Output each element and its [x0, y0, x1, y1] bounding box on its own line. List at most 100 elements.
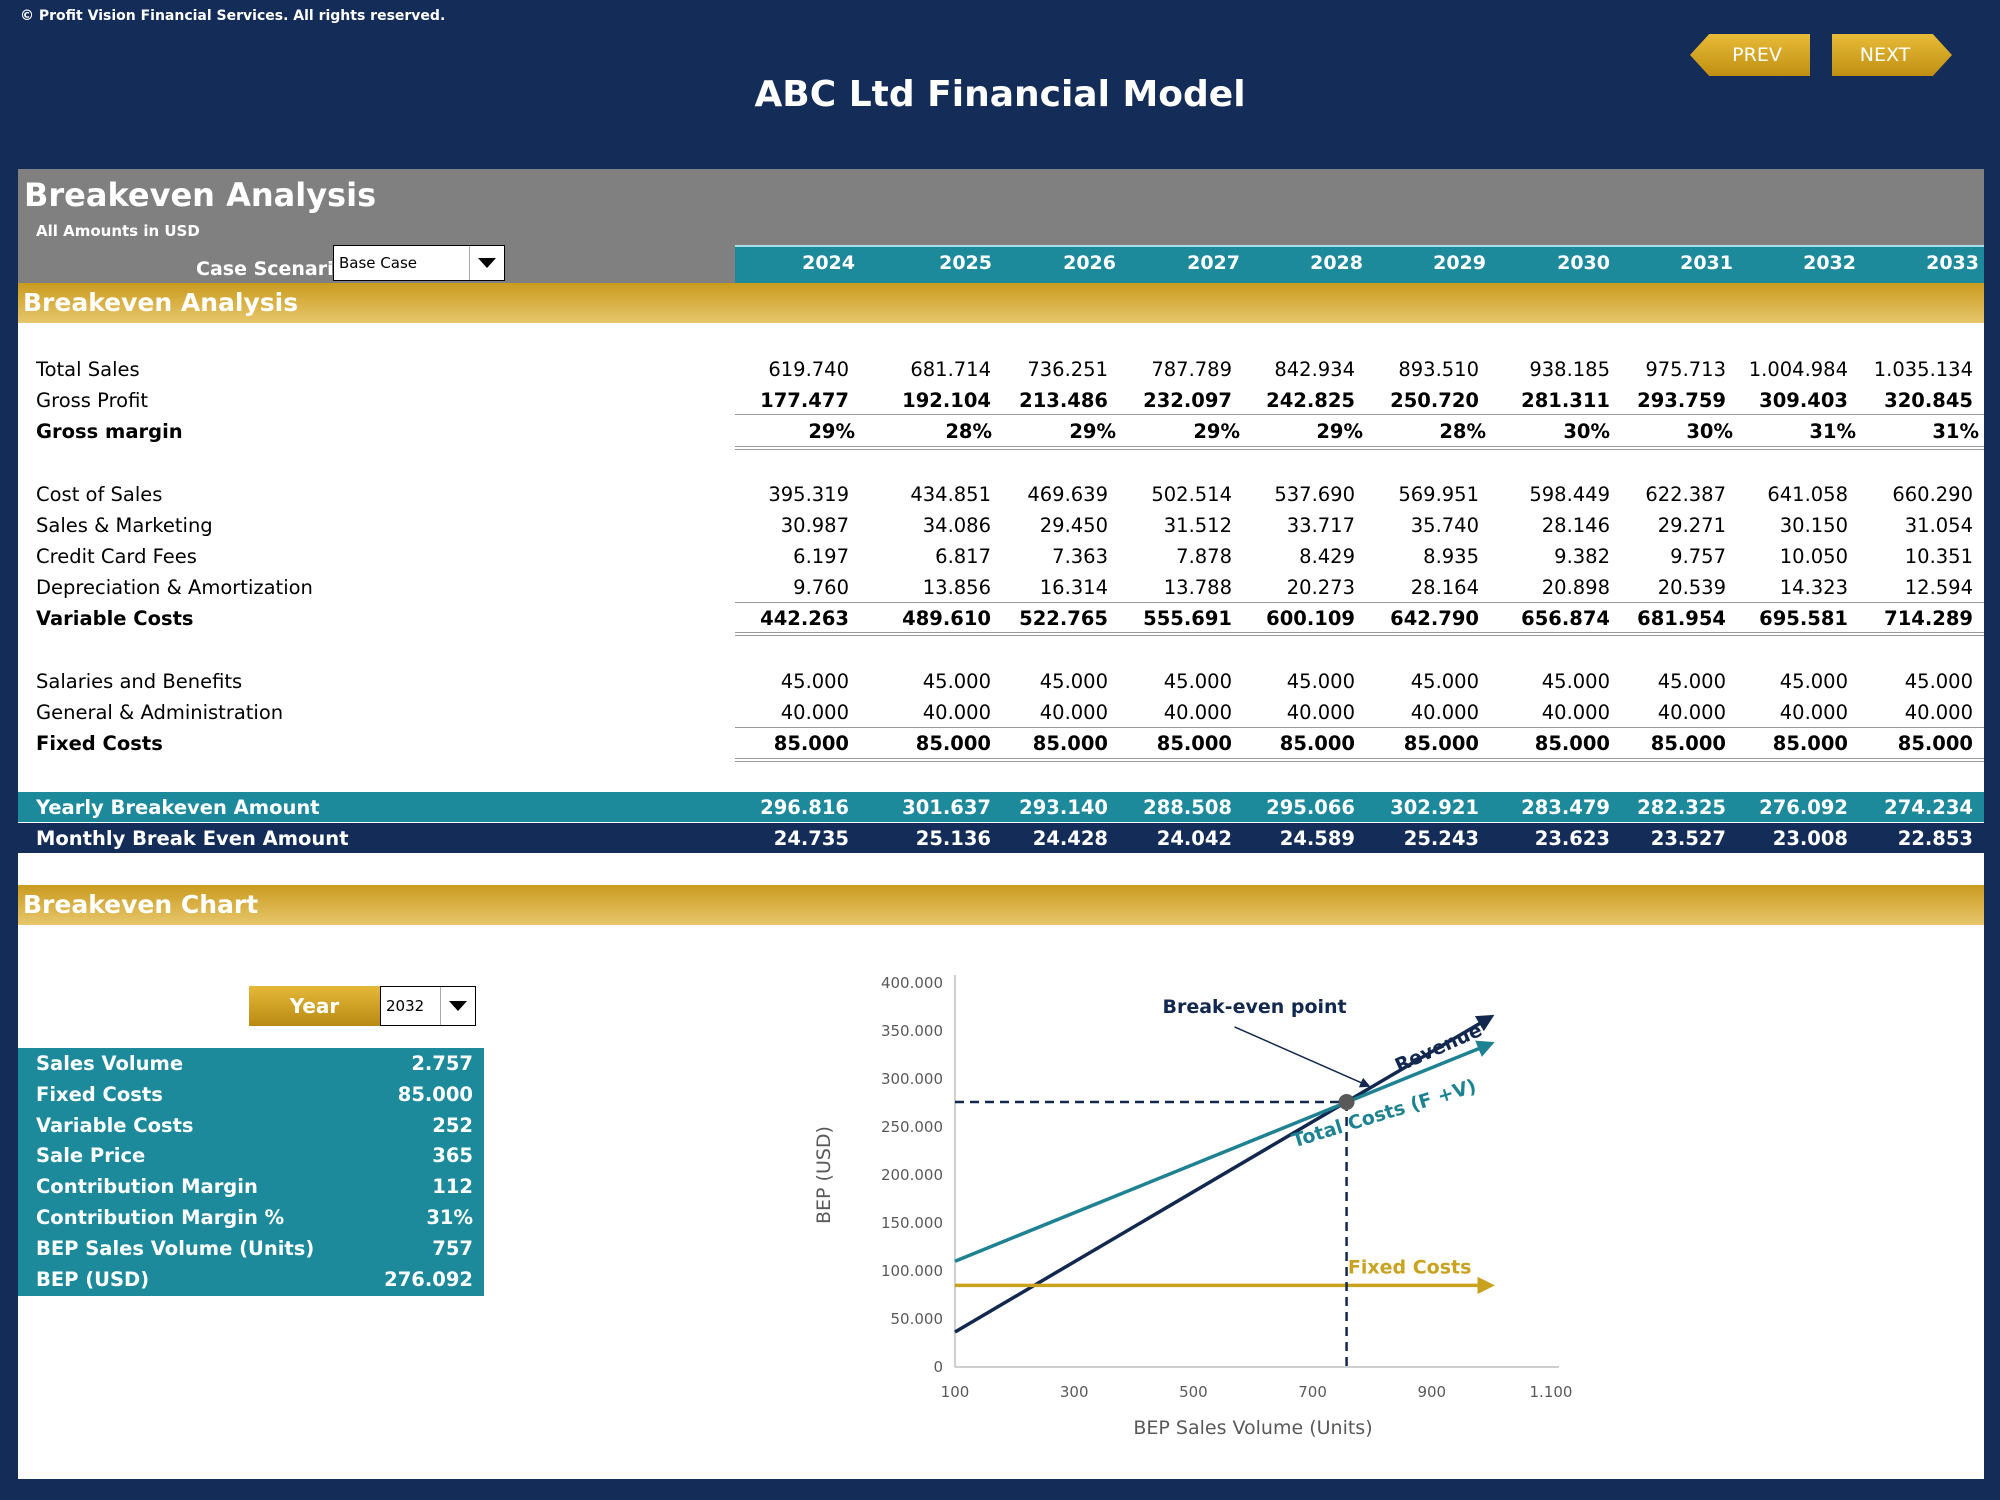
- row-divider: [735, 632, 1984, 636]
- cell-yearly_breakeven: 274.234: [1884, 796, 1973, 819]
- cell-general_admin: 40.000: [1039, 701, 1108, 724]
- summary-value: 365: [432, 1144, 473, 1168]
- cell-credit_card_fees: 7.363: [1052, 545, 1108, 568]
- cell-variable_costs: 642.790: [1390, 607, 1479, 630]
- y-tick-label: 200.000: [881, 1166, 943, 1184]
- cell-total_sales: 681.714: [910, 358, 991, 381]
- cell-total_sales: 1.004.984: [1748, 358, 1848, 381]
- cell-depreciation: 13.856: [922, 576, 991, 599]
- case-scenario-dropdown[interactable]: Base Case: [333, 245, 505, 281]
- annotation-arrow: [1234, 1026, 1371, 1088]
- cell-yearly_breakeven: 302.921: [1390, 796, 1479, 819]
- row-label-total_sales: Total Sales: [36, 358, 140, 381]
- cell-variable_costs: 656.874: [1521, 607, 1610, 630]
- cell-gross_profit: 192.104: [902, 389, 991, 412]
- cell-fixed_costs: 85.000: [915, 732, 991, 755]
- cell-depreciation: 20.273: [1286, 576, 1355, 599]
- cell-gross_profit: 250.720: [1390, 389, 1479, 412]
- cell-variable_costs: 600.109: [1266, 607, 1355, 630]
- cell-monthly_breakeven: 23.527: [1650, 827, 1726, 850]
- cell-variable_costs: 522.765: [1019, 607, 1108, 630]
- cell-credit_card_fees: 6.817: [935, 545, 991, 568]
- cell-depreciation: 13.788: [1163, 576, 1232, 599]
- cell-gross_margin: 31%: [1932, 420, 1979, 443]
- cell-variable_costs: 714.289: [1884, 607, 1973, 630]
- cell-variable_costs: 681.954: [1637, 607, 1726, 630]
- summary-value: 252: [432, 1113, 473, 1137]
- year-selector-label: Year: [249, 986, 380, 1026]
- cell-cost_of_sales: 598.449: [1529, 483, 1610, 506]
- cell-total_sales: 842.934: [1274, 358, 1355, 381]
- summary-value: 757: [432, 1236, 473, 1260]
- year-header-2026: 2026: [1063, 252, 1116, 274]
- cell-gross_margin: 28%: [1439, 420, 1486, 443]
- row-divider: [735, 414, 1984, 415]
- cell-cost_of_sales: 641.058: [1767, 483, 1848, 506]
- cell-total_sales: 975.713: [1645, 358, 1726, 381]
- year-header-2032: 2032: [1803, 252, 1856, 274]
- cell-gross_margin: 29%: [1069, 420, 1116, 443]
- cell-depreciation: 9.760: [793, 576, 849, 599]
- cell-general_admin: 40.000: [780, 701, 849, 724]
- summary-value: 276.092: [384, 1267, 473, 1291]
- cell-monthly_breakeven: 24.589: [1279, 827, 1355, 850]
- section-header-chart: Breakeven Chart: [18, 885, 1984, 925]
- cell-monthly_breakeven: 25.136: [915, 827, 991, 850]
- cell-sales_marketing: 29.450: [1039, 514, 1108, 537]
- cell-sales_marketing: 29.271: [1657, 514, 1726, 537]
- x-tick-label: 1.100: [1530, 1383, 1573, 1401]
- cell-general_admin: 40.000: [1657, 701, 1726, 724]
- year-header-bar: [735, 245, 1984, 283]
- row-divider: [735, 602, 1984, 603]
- series-line-revenue: [954, 1014, 1495, 1334]
- year-header-2024: 2024: [802, 252, 855, 274]
- row-label-sales_marketing: Sales & Marketing: [36, 514, 213, 537]
- x-tick-label: 300: [1060, 1383, 1089, 1401]
- cell-gross_profit: 213.486: [1019, 389, 1108, 412]
- next-button[interactable]: NEXT: [1832, 34, 1952, 76]
- summary-value: 31%: [426, 1206, 473, 1229]
- summary-label: BEP (USD): [36, 1267, 150, 1291]
- row-label-depreciation: Depreciation & Amortization: [36, 576, 313, 599]
- cell-depreciation: 20.539: [1657, 576, 1726, 599]
- summary-value: 85.000: [397, 1082, 473, 1106]
- y-tick-label: 250.000: [881, 1118, 943, 1136]
- year-dropdown[interactable]: 2032: [380, 986, 476, 1026]
- row-divider: [735, 727, 1984, 728]
- cell-fixed_costs: 85.000: [1403, 732, 1479, 755]
- cell-sales_marketing: 33.717: [1286, 514, 1355, 537]
- cell-salaries: 45.000: [1779, 670, 1848, 693]
- y-axis-label: BEP (USD): [813, 1126, 835, 1224]
- row-label-variable_costs: Variable Costs: [36, 607, 194, 630]
- cell-credit_card_fees: 10.351: [1904, 545, 1973, 568]
- cell-gross_profit: 309.403: [1759, 389, 1848, 412]
- chevron-down-icon[interactable]: [440, 987, 475, 1025]
- yearly-breakeven-row: [18, 792, 1984, 822]
- cell-depreciation: 28.164: [1410, 576, 1479, 599]
- monthly-breakeven-row: [18, 823, 1984, 853]
- cell-gross_profit: 232.097: [1143, 389, 1232, 412]
- year-header-2031: 2031: [1680, 252, 1733, 274]
- cell-salaries: 45.000: [780, 670, 849, 693]
- row-label-gross_margin: Gross margin: [36, 420, 183, 443]
- row-label-general_admin: General & Administration: [36, 701, 284, 724]
- cell-fixed_costs: 85.000: [1534, 732, 1610, 755]
- prev-button[interactable]: PREV: [1690, 34, 1810, 76]
- cell-gross_margin: 29%: [808, 420, 855, 443]
- cell-credit_card_fees: 9.757: [1670, 545, 1726, 568]
- cell-general_admin: 40.000: [1286, 701, 1355, 724]
- chevron-down-icon[interactable]: [469, 246, 504, 280]
- cell-gross_profit: 293.759: [1637, 389, 1726, 412]
- cell-general_admin: 40.000: [1541, 701, 1610, 724]
- cell-credit_card_fees: 6.197: [793, 545, 849, 568]
- cell-total_sales: 619.740: [768, 358, 849, 381]
- series-label: Revenue: [1392, 1019, 1486, 1077]
- cell-gross_margin: 30%: [1686, 420, 1733, 443]
- cell-total_sales: 787.789: [1151, 358, 1232, 381]
- row-label-salaries: Salaries and Benefits: [36, 670, 243, 693]
- y-tick-label: 100.000: [881, 1262, 943, 1280]
- cell-sales_marketing: 31.054: [1904, 514, 1973, 537]
- summary-label: Sales Volume: [36, 1052, 184, 1075]
- case-scenario-value: Base Case: [339, 254, 418, 272]
- cell-depreciation: 12.594: [1904, 576, 1973, 599]
